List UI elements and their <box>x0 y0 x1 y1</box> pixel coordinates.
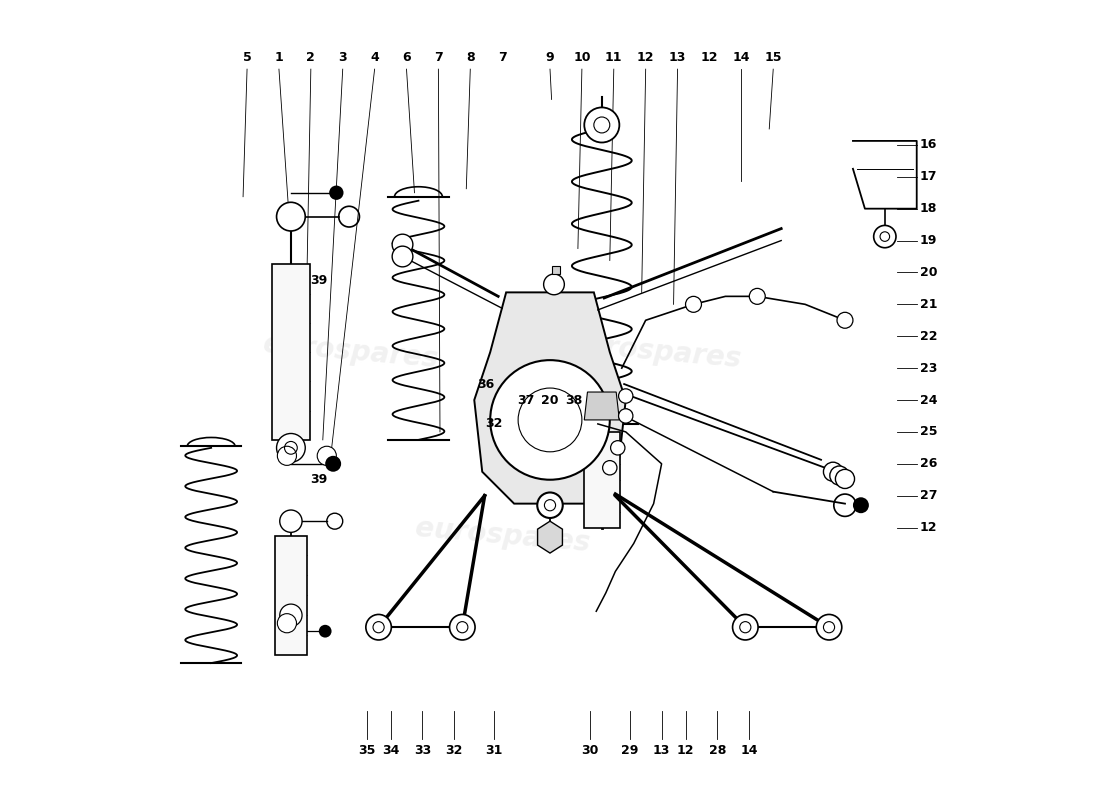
Text: 19: 19 <box>920 234 937 247</box>
Text: 7: 7 <box>498 50 506 64</box>
Circle shape <box>749 288 766 304</box>
Text: 38: 38 <box>565 394 583 406</box>
Circle shape <box>279 510 302 532</box>
Text: 21: 21 <box>920 298 937 311</box>
Circle shape <box>733 614 758 640</box>
Circle shape <box>873 226 896 248</box>
Text: 15: 15 <box>764 50 782 64</box>
Text: 12: 12 <box>920 521 937 534</box>
Text: 20: 20 <box>920 266 937 279</box>
Text: 36: 36 <box>477 378 495 390</box>
Circle shape <box>584 107 619 142</box>
Circle shape <box>603 461 617 475</box>
Circle shape <box>491 360 609 480</box>
Text: 4: 4 <box>371 50 380 64</box>
Text: 35: 35 <box>358 744 375 758</box>
Circle shape <box>393 234 412 255</box>
Text: 14: 14 <box>740 744 758 758</box>
Text: 7: 7 <box>434 50 443 64</box>
Text: 9: 9 <box>546 50 554 64</box>
Polygon shape <box>272 265 310 440</box>
Text: 13: 13 <box>653 744 670 758</box>
Polygon shape <box>474 292 626 504</box>
Text: 14: 14 <box>733 50 750 64</box>
Text: 32: 32 <box>485 418 503 430</box>
Circle shape <box>610 441 625 455</box>
Text: 5: 5 <box>243 50 252 64</box>
Circle shape <box>824 462 843 482</box>
Text: eurospares: eurospares <box>565 330 742 374</box>
Text: 20: 20 <box>541 394 559 406</box>
Text: 33: 33 <box>414 744 431 758</box>
Text: 1: 1 <box>275 50 284 64</box>
Text: 24: 24 <box>920 394 937 406</box>
Circle shape <box>319 625 331 638</box>
Circle shape <box>829 466 849 485</box>
Text: 26: 26 <box>920 458 937 470</box>
Text: 27: 27 <box>920 489 937 502</box>
Text: 34: 34 <box>382 744 399 758</box>
Circle shape <box>450 614 475 640</box>
Text: 13: 13 <box>669 50 686 64</box>
Text: 31: 31 <box>485 744 503 758</box>
Text: 28: 28 <box>708 744 726 758</box>
Text: 11: 11 <box>605 50 623 64</box>
Text: 10: 10 <box>573 50 591 64</box>
Circle shape <box>852 498 869 514</box>
Text: eurospares: eurospares <box>414 514 591 557</box>
Text: 30: 30 <box>581 744 598 758</box>
Circle shape <box>537 493 563 518</box>
Circle shape <box>618 389 632 403</box>
Text: 22: 22 <box>920 330 937 342</box>
Circle shape <box>835 470 855 489</box>
Circle shape <box>685 296 702 312</box>
Circle shape <box>366 614 392 640</box>
Text: 6: 6 <box>403 50 410 64</box>
Circle shape <box>618 409 632 423</box>
Text: 16: 16 <box>920 138 937 151</box>
Circle shape <box>816 614 842 640</box>
Polygon shape <box>551 266 560 274</box>
Text: 8: 8 <box>466 50 474 64</box>
Circle shape <box>326 456 341 472</box>
Circle shape <box>393 246 412 267</box>
Text: 12: 12 <box>637 50 654 64</box>
Text: 32: 32 <box>446 744 463 758</box>
Circle shape <box>279 604 302 626</box>
Text: 12: 12 <box>701 50 718 64</box>
Polygon shape <box>584 432 619 527</box>
Circle shape <box>543 274 564 294</box>
Text: 17: 17 <box>920 170 937 183</box>
Text: 23: 23 <box>920 362 937 374</box>
Text: 18: 18 <box>920 202 937 215</box>
Text: 39: 39 <box>310 474 328 486</box>
Polygon shape <box>538 521 562 553</box>
Circle shape <box>276 202 306 231</box>
Circle shape <box>277 446 297 466</box>
Circle shape <box>317 446 337 466</box>
Text: 37: 37 <box>517 394 535 406</box>
Text: 3: 3 <box>339 50 346 64</box>
Circle shape <box>837 312 852 328</box>
Text: 12: 12 <box>676 744 694 758</box>
Text: 2: 2 <box>307 50 316 64</box>
Text: 25: 25 <box>920 426 937 438</box>
Text: 29: 29 <box>621 744 638 758</box>
Circle shape <box>329 186 343 200</box>
Text: eurospares: eurospares <box>262 330 439 374</box>
Text: 39: 39 <box>310 274 328 287</box>
Polygon shape <box>275 535 307 655</box>
Circle shape <box>276 434 306 462</box>
Circle shape <box>277 614 297 633</box>
Polygon shape <box>584 392 619 420</box>
